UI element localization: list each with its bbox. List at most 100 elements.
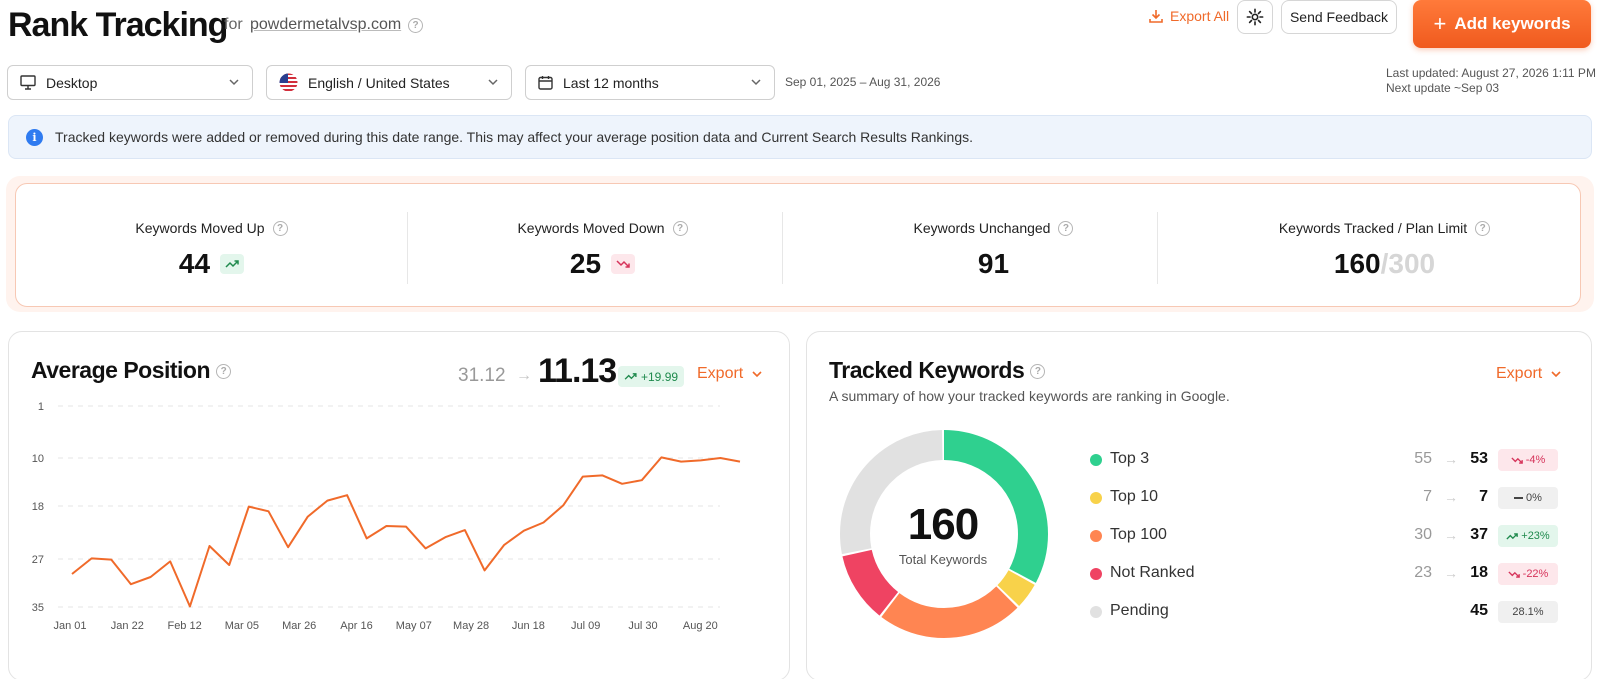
average-position-export-button[interactable]: Export <box>697 365 763 383</box>
period-select[interactable]: Last 12 months <box>525 65 775 100</box>
average-position-series-line <box>71 456 741 608</box>
legend-dot <box>1090 568 1102 580</box>
x-tick-label: Mar 05 <box>225 620 259 632</box>
export-all-label: Export All <box>1170 8 1230 24</box>
calendar-icon <box>538 75 553 90</box>
legend-change-badge: -22% <box>1498 563 1558 585</box>
donut-slice-top-100 <box>840 430 1048 638</box>
legend-row-not-ranked: Not Ranked 23 → 18 -22% <box>1090 563 1570 587</box>
legend-name: Top 3 <box>1110 450 1150 467</box>
export-label: Export <box>1496 365 1543 382</box>
page-title: Rank Tracking <box>8 6 228 44</box>
chevron-down-icon <box>1551 371 1561 378</box>
stat-tracked-value: 160 <box>1333 248 1381 279</box>
tracked-keywords-title-text: Tracked Keywords <box>829 357 1025 383</box>
legend-change-badge: +23% <box>1498 525 1558 547</box>
help-icon[interactable]: ? <box>215 364 231 380</box>
tracked-keywords-title: Tracked Keywords ? <box>829 357 1046 384</box>
help-icon[interactable]: ? <box>1475 220 1491 236</box>
arrow-right-icon: → <box>1444 451 1458 467</box>
stat-unchanged-value: 91 <box>977 248 1010 279</box>
tracked-keywords-subtitle: A summary of how your tracked keywords a… <box>829 388 1230 404</box>
y-tick-label: 35 <box>32 602 44 614</box>
legend-name: Not Ranked <box>1110 564 1195 581</box>
export-all-button[interactable]: Export All <box>1148 8 1229 24</box>
period-value: Last 12 months <box>563 74 659 91</box>
legend-badge-text: -4% <box>1525 454 1546 466</box>
legend-dot <box>1090 492 1102 504</box>
domain-help-icon[interactable]: ? <box>408 18 423 33</box>
language-select[interactable]: English / United States <box>266 65 512 100</box>
legend-from-value: 7 <box>1423 488 1432 505</box>
send-feedback-button[interactable]: Send Feedback <box>1281 0 1397 34</box>
x-tick-label: Aug 20 <box>683 620 718 632</box>
legend-name: Top 10 <box>1110 488 1159 505</box>
total-keywords-label: Total Keywords <box>898 552 988 567</box>
stat-moved-down-label: Keywords Moved Down <box>517 220 665 236</box>
stat-unchanged-label: Keywords Unchanged <box>913 220 1051 236</box>
donut-center: 160 Total Keywords <box>888 500 998 567</box>
legend-name: Pending <box>1110 602 1169 619</box>
info-banner-text: Tracked keywords were added or removed d… <box>55 129 974 145</box>
donut-slice-top-3 <box>840 430 1048 638</box>
legend-from-value: 23 <box>1414 564 1432 581</box>
legend-change-badge: -4% <box>1498 449 1558 471</box>
x-tick-label: Jan 22 <box>111 620 144 632</box>
average-position-title-text: Average Position <box>31 357 211 383</box>
legend-badge-text: 0% <box>1526 492 1542 504</box>
last-updated-info: Last updated: August 27, 2026 1:11 PM Ne… <box>1386 66 1596 96</box>
trend-up-icon <box>624 373 637 380</box>
legend-dot <box>1090 530 1102 542</box>
legend-to-value: 7 <box>1479 488 1488 505</box>
gear-icon <box>1246 8 1264 26</box>
stat-unchanged: Keywords Unchanged? 91 <box>798 184 1189 308</box>
domain-link[interactable]: powdermetalvsp.com <box>250 16 402 33</box>
legend-change-badge: 28.1% <box>1498 601 1558 623</box>
trend-down-icon <box>1508 570 1520 578</box>
chevron-down-icon <box>751 79 761 86</box>
legend-change-badge: 0% <box>1498 487 1558 509</box>
arrow-right-icon: → <box>516 367 532 384</box>
language-value: English / United States <box>308 74 450 91</box>
plus-icon: + <box>1433 11 1447 36</box>
position-to: 11.13 <box>538 352 617 390</box>
legend-to-value: 18 <box>1470 564 1488 581</box>
total-keywords-value: 160 <box>907 500 979 549</box>
chevron-down-icon <box>229 79 239 86</box>
donut-slice-pending <box>840 430 1048 638</box>
legend-from-value: 30 <box>1414 526 1432 543</box>
trend-down-icon <box>1511 456 1523 464</box>
add-keywords-button[interactable]: + Add keywords <box>1413 0 1591 48</box>
help-icon[interactable]: ? <box>272 220 288 236</box>
arrow-right-icon: → <box>1444 565 1458 581</box>
help-icon[interactable]: ? <box>1030 364 1046 380</box>
stat-moved-up: Keywords Moved Up? 44 <box>16 184 407 308</box>
us-flag-icon <box>279 73 298 92</box>
average-position-chart: 1 10 18 27 35 Jan 01 Jan 22 Feb 12 Mar 05 Mar 26 A… <box>32 401 741 632</box>
legend-to-value: 53 <box>1470 450 1488 467</box>
help-icon[interactable]: ? <box>672 220 688 236</box>
x-tick-label: May 28 <box>453 620 489 632</box>
export-label: Export <box>697 365 744 382</box>
arrow-right-icon: → <box>1444 527 1458 543</box>
stat-tracked-label: Keywords Tracked / Plan Limit <box>1278 220 1468 236</box>
y-tick-label: 10 <box>32 453 44 465</box>
arrow-right-icon: → <box>1444 489 1458 505</box>
position-from: 31.12 <box>458 365 506 386</box>
stat-divider <box>782 212 783 284</box>
help-icon[interactable]: ? <box>1058 220 1074 236</box>
settings-button[interactable] <box>1237 0 1273 34</box>
stat-moved-up-value: 44 <box>178 248 211 279</box>
device-select[interactable]: Desktop <box>7 65 253 100</box>
legend-badge-text: 28.1% <box>1512 606 1544 618</box>
device-value: Desktop <box>46 74 98 91</box>
legend-row-top-3: Top 3 55 → 53 -4% <box>1090 449 1570 473</box>
tracked-keywords-export-button[interactable]: Export <box>1496 365 1562 383</box>
legend-badge-text: +23% <box>1521 530 1550 542</box>
last-updated-text: Last updated: August 27, 2026 1:11 PM <box>1386 66 1596 80</box>
stat-moved-up-label: Keywords Moved Up <box>135 220 265 236</box>
legend-to-value: 45 <box>1470 602 1488 619</box>
chevron-down-icon <box>488 79 498 86</box>
add-keywords-label: Add keywords <box>1454 14 1571 33</box>
legend-dot <box>1090 454 1102 466</box>
